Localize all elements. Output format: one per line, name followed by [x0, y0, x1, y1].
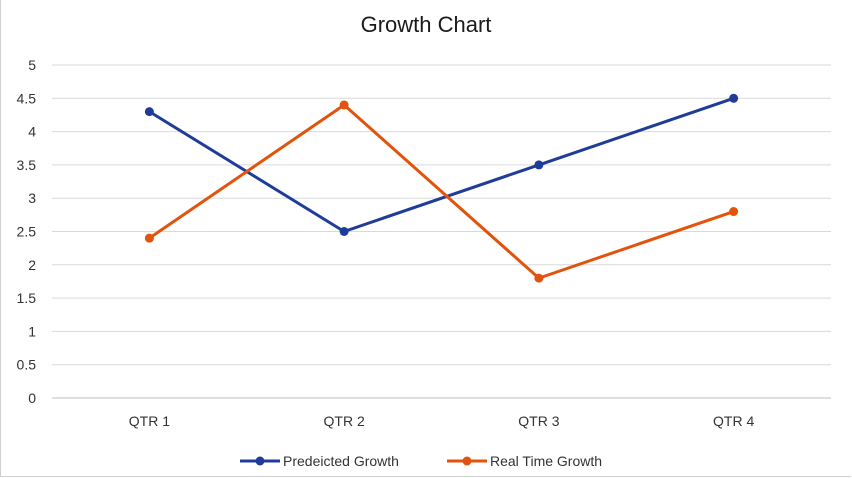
chart-title: Growth Chart — [361, 12, 492, 37]
data-point — [339, 100, 349, 110]
y-tick-label: 2 — [28, 257, 36, 273]
data-point — [144, 107, 154, 117]
legend: Predeicted Growth Real Time Growth — [240, 453, 602, 469]
legend-label: Predeicted Growth — [283, 453, 399, 469]
data-point — [339, 227, 349, 236]
series-lines — [144, 93, 739, 283]
data-point — [729, 93, 739, 103]
y-tick-label: 1.5 — [17, 290, 37, 306]
y-tick-label: 4.5 — [17, 90, 37, 106]
legend-item: Real Time Growth — [447, 453, 602, 469]
x-tick-label: QTR 4 — [713, 413, 754, 429]
legend-marker — [255, 456, 265, 466]
legend-label: Real Time Growth — [490, 453, 602, 469]
gridlines — [52, 64, 831, 399]
x-tick-label: QTR 3 — [518, 413, 559, 429]
data-point — [534, 273, 544, 283]
data-point — [144, 233, 154, 243]
y-tick-label: 4 — [28, 124, 36, 140]
y-tick-label: 3.5 — [17, 157, 37, 173]
x-tick-label: QTR 2 — [324, 413, 365, 429]
x-tick-label: QTR 1 — [129, 413, 170, 429]
y-tick-label: 5 — [28, 57, 36, 73]
y-tick-label: 1 — [28, 323, 36, 339]
y-tick-label: 0.5 — [17, 357, 37, 373]
y-axis-ticks: 0 0.5 1 1.5 2 2.5 3 3.5 4 4.5 5 — [17, 57, 37, 406]
y-tick-label: 3 — [28, 190, 36, 206]
series-2 — [144, 100, 739, 283]
series-line — [147, 103, 736, 280]
x-axis-ticks: QTR 1 QTR 2 QTR 3 QTR 4 — [129, 413, 755, 429]
y-tick-label: 2.5 — [17, 224, 37, 240]
legend-item: Predeicted Growth — [240, 453, 399, 469]
legend-marker — [462, 456, 472, 466]
data-point — [534, 160, 544, 170]
y-tick-label: 0 — [28, 390, 36, 406]
data-point — [729, 207, 739, 217]
